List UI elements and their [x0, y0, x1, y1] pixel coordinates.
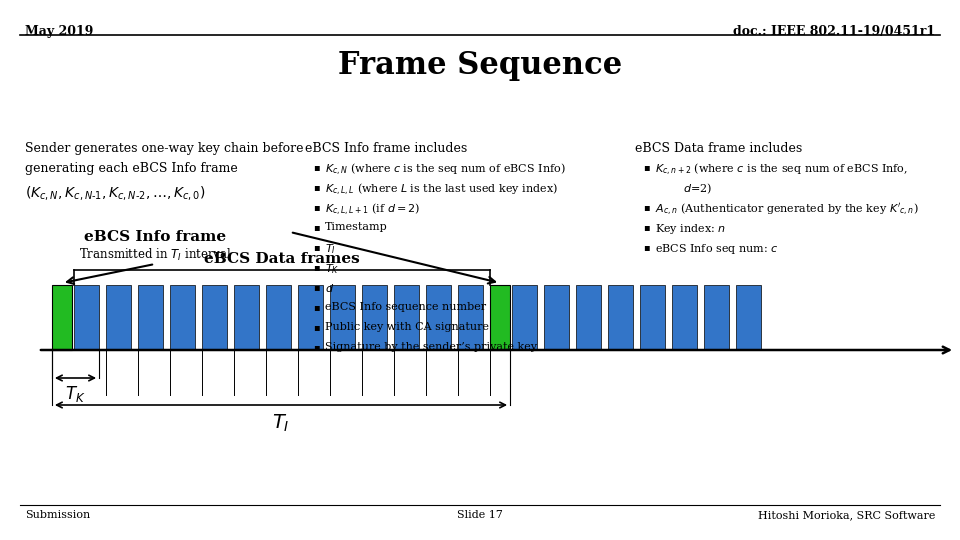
Bar [170, 285, 195, 350]
Text: ▪: ▪ [643, 202, 650, 212]
Text: Timestamp: Timestamp [325, 222, 388, 232]
Text: Public key with CA signature: Public key with CA signature [325, 322, 489, 332]
Text: $K_{c,L,L}$ (where $L$ is the last used key index): $K_{c,L,L}$ (where $L$ is the last used … [325, 182, 558, 198]
Text: eBCS Data frames: eBCS Data frames [204, 252, 360, 266]
Text: eBCS Info seq num: $c$: eBCS Info seq num: $c$ [655, 242, 779, 256]
Text: $(K_{c,N}, K_{c,N\text{-}1}, K_{c,N\text{-}2}, \ldots, K_{c,0})$: $(K_{c,N}, K_{c,N\text{-}1}, K_{c,N\text… [25, 184, 205, 202]
Bar [394, 285, 419, 350]
Text: $T_I$: $T_I$ [325, 242, 336, 256]
Text: $T_K$: $T_K$ [65, 384, 85, 404]
Text: ▪: ▪ [313, 162, 320, 172]
Text: $A_{c,n}$ (Authenticator generated by the key $K'_{c,n}$): $A_{c,n}$ (Authenticator generated by th… [655, 202, 919, 218]
Bar [672, 285, 697, 350]
Bar [490, 285, 510, 350]
Text: ▪: ▪ [313, 202, 320, 212]
Text: ▪: ▪ [313, 222, 320, 232]
Text: Key index: $n$: Key index: $n$ [655, 222, 726, 236]
Bar [512, 285, 537, 350]
Text: $T_I$: $T_I$ [273, 413, 290, 434]
Bar [704, 285, 729, 350]
Text: ▪: ▪ [313, 182, 320, 192]
Text: ▪: ▪ [643, 222, 650, 232]
Text: $T_K$: $T_K$ [325, 262, 340, 276]
Text: doc.: IEEE 802.11-19/0451r1: doc.: IEEE 802.11-19/0451r1 [732, 25, 935, 38]
Text: ▪: ▪ [643, 242, 650, 252]
Text: Slide 17: Slide 17 [457, 510, 503, 520]
Text: generating each eBCS Info frame: generating each eBCS Info frame [25, 162, 238, 175]
Bar [608, 285, 633, 350]
Bar [74, 285, 99, 350]
Bar [576, 285, 601, 350]
Text: ▪: ▪ [313, 282, 320, 292]
Text: Hitoshi Morioka, SRC Software: Hitoshi Morioka, SRC Software [757, 510, 935, 520]
Text: $d$=2): $d$=2) [655, 182, 712, 197]
Text: ▪: ▪ [313, 342, 320, 352]
Bar [138, 285, 163, 350]
Text: $d$: $d$ [325, 282, 334, 294]
Text: Frame Sequence: Frame Sequence [338, 50, 622, 81]
Bar [330, 285, 355, 350]
Text: Transmitted in $T_I$ interval: Transmitted in $T_I$ interval [79, 247, 231, 263]
Text: eBCS Info sequence number: eBCS Info sequence number [325, 302, 486, 312]
Text: ▪: ▪ [313, 262, 320, 272]
Bar [106, 285, 131, 350]
Bar [544, 285, 569, 350]
Bar [426, 285, 451, 350]
Bar [234, 285, 259, 350]
Bar [458, 285, 483, 350]
Text: ▪: ▪ [313, 242, 320, 252]
Bar [362, 285, 387, 350]
Text: Sender generates one-way key chain before: Sender generates one-way key chain befor… [25, 142, 303, 155]
Text: ▪: ▪ [313, 302, 320, 312]
Text: $K_{c,L,L+1}$ (if $d = 2$): $K_{c,L,L+1}$ (if $d = 2$) [325, 202, 420, 218]
Text: ▪: ▪ [313, 322, 320, 332]
Text: eBCS Data frame includes: eBCS Data frame includes [635, 142, 803, 155]
Bar [266, 285, 291, 350]
Text: Signature by the sender’s private key: Signature by the sender’s private key [325, 342, 537, 352]
Bar [52, 285, 72, 350]
Text: eBCS Info frame: eBCS Info frame [84, 230, 226, 244]
Bar [736, 285, 761, 350]
Bar [202, 285, 227, 350]
Text: Submission: Submission [25, 510, 90, 520]
Text: ▪: ▪ [643, 162, 650, 172]
Text: $K_{c,n+2}$ (where $c$ is the seq num of eBCS Info,: $K_{c,n+2}$ (where $c$ is the seq num of… [655, 162, 908, 178]
Text: eBCS Info frame includes: eBCS Info frame includes [305, 142, 468, 155]
Text: $K_{c,N}$ (where $c$ is the seq num of eBCS Info): $K_{c,N}$ (where $c$ is the seq num of e… [325, 162, 565, 178]
Bar [640, 285, 665, 350]
Bar [298, 285, 323, 350]
Text: May 2019: May 2019 [25, 25, 93, 38]
